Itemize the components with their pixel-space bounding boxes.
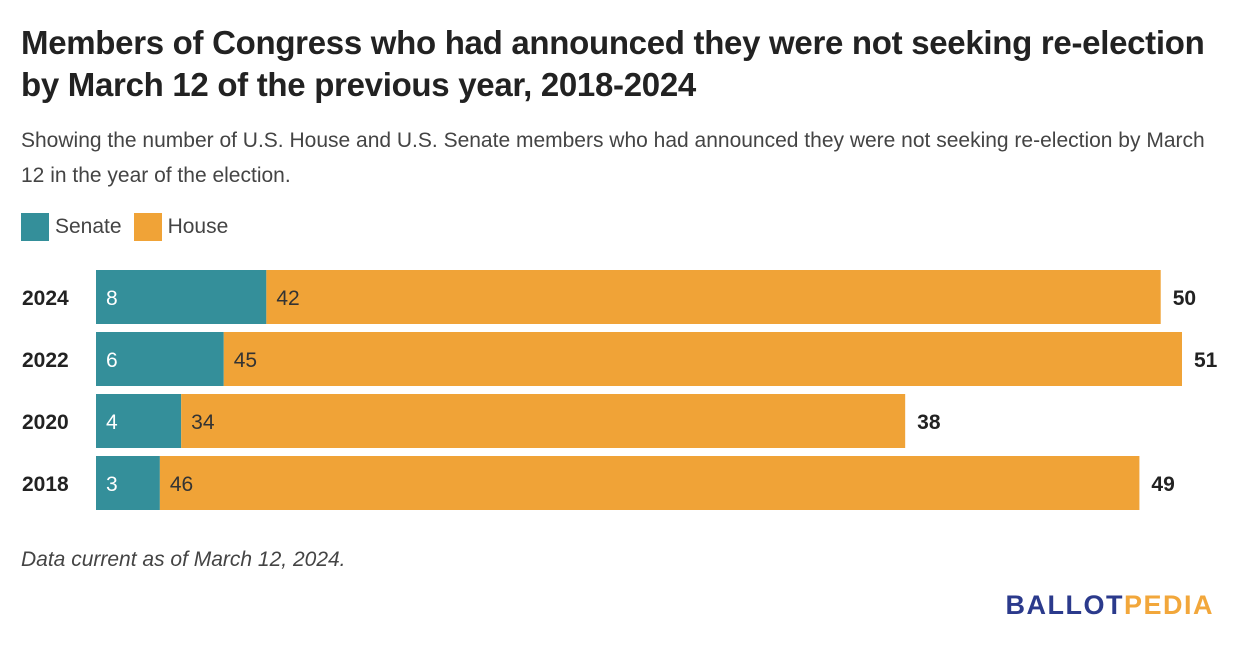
bar-senate-2024 [96,270,267,324]
value-label-house-2020: 34 [191,411,215,434]
legend-item-senate: Senate [21,213,122,241]
bar-house-2024 [266,270,1161,324]
chart-subtitle: Showing the number of U.S. House and U.S… [21,129,1205,187]
total-label-2020: 38 [917,411,941,434]
bar-house-2022 [223,332,1182,386]
category-label-2022: 2022 [22,349,69,372]
legend-label-house: House [167,215,229,238]
value-label-senate-2018: 3 [106,473,118,496]
category-label-2018: 2018 [22,473,69,496]
legend-item-house: House [133,213,229,241]
legend-label-senate: Senate [55,215,122,238]
bar-senate-2018 [96,456,160,510]
value-label-house-2018: 46 [170,473,193,496]
value-label-house-2024: 42 [276,287,299,310]
total-label-2018: 49 [1151,473,1174,496]
bar-house-2020 [181,394,906,448]
legend-swatch-house [133,213,162,241]
bar-chart: 2024 8 42 50 2022 6 45 51 2020 4 34 38 2018 3 46 49 [22,270,1218,510]
value-label-senate-2022: 6 [106,349,118,372]
category-label-2024: 2024 [22,287,69,310]
bar-senate-2022 [96,332,224,386]
bar-senate-2020 [96,394,182,448]
data-note: Data current as of March 12, 2024. [21,548,346,571]
value-label-senate-2020: 4 [106,411,118,434]
chart-title: Members of Congress who had announced th… [21,24,1205,103]
legend-swatch-senate [21,213,49,241]
ballotpedia-logo: BALLOTPEDIA [1005,590,1214,621]
category-label-2020: 2020 [22,411,69,434]
value-label-senate-2024: 8 [106,287,118,310]
total-label-2024: 50 [1173,287,1196,310]
legend: Senate House [21,213,240,241]
bar-house-2018 [159,456,1140,510]
logo-part-2: PEDIA [1123,590,1214,620]
total-label-2022: 51 [1194,349,1218,372]
value-label-house-2022: 45 [234,349,257,372]
logo-part-1: BALLOT [1005,590,1124,620]
